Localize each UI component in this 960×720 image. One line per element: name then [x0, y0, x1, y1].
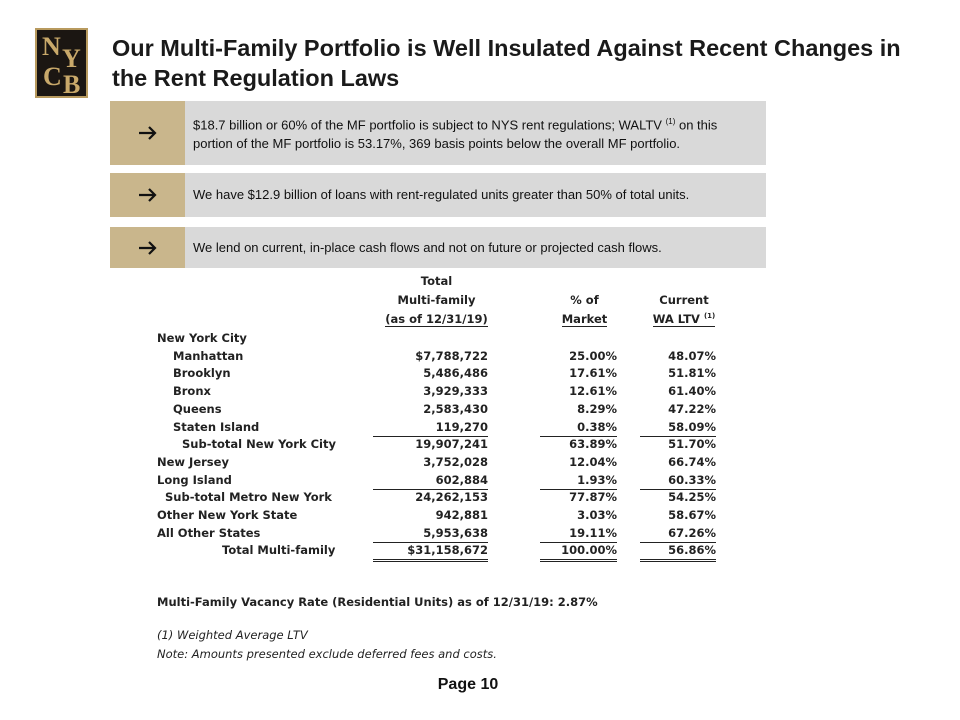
cell: 47.22%	[668, 401, 716, 416]
row-label: Sub-total Metro New York	[165, 490, 332, 505]
cell: 1.93%	[540, 473, 617, 490]
bullet-text: on this portion of the MF portfolio is 5…	[193, 117, 718, 151]
column-header: % of	[540, 293, 629, 307]
row-label: Sub-total New York City	[182, 437, 336, 452]
cell: 51.70%	[668, 437, 716, 452]
bullet-text: $18.7 billion or 60% of the MF portfolio…	[193, 117, 662, 133]
cell: 67.26%	[640, 526, 716, 543]
column-header: Market	[561, 312, 608, 327]
bullet-box: We lend on current, in-place cash flows …	[185, 227, 766, 268]
row-label: Brooklyn	[173, 366, 231, 381]
cell: 3,929,333	[423, 384, 488, 399]
column-header: Current	[659, 293, 709, 307]
column-header: Multi-family	[373, 293, 500, 307]
bullet-box: We have $12.9 billion of loans with rent…	[185, 173, 766, 217]
logo-letter: N	[42, 32, 61, 61]
cell: 8.29%	[577, 401, 617, 416]
column-header: WA LTV (1)	[640, 312, 728, 327]
cell: 19.11%	[540, 526, 617, 543]
row-label: Queens	[173, 401, 222, 416]
row-label: Bronx	[173, 384, 211, 399]
page-number: Page 10	[437, 676, 499, 693]
cell: 63.89%	[569, 437, 617, 452]
column-header: Total	[373, 274, 500, 288]
bullet-text: We have $12.9 billion of loans with rent…	[193, 186, 753, 204]
arrow-box	[110, 227, 185, 268]
column-header: Multi-family	[397, 293, 476, 307]
cell: 24,262,153	[415, 490, 488, 505]
cell: 119,270	[373, 420, 488, 437]
row-label: Staten Island	[173, 419, 260, 434]
bullet-text: We lend on current, in-place cash flows …	[193, 239, 662, 255]
cell: 12.04%	[569, 454, 617, 469]
cell: 58.67%	[668, 508, 716, 522]
footnote-ref: (1)	[665, 117, 676, 127]
cell: 12.61%	[569, 384, 617, 399]
cell: 17.61%	[569, 366, 617, 381]
column-header: Current	[640, 293, 728, 307]
cell: 602,884	[373, 473, 488, 490]
footnote-ref: (1)	[703, 312, 716, 321]
cell: 51.81%	[668, 366, 716, 381]
cell: 942,881	[435, 508, 488, 522]
bullet-box: $18.7 billion or 60% of the MF portfolio…	[185, 101, 766, 165]
cell: $31,158,672	[373, 543, 488, 563]
cell: 100.00%	[540, 543, 617, 563]
cell: 5,486,486	[423, 366, 488, 381]
cell: 3,752,028	[423, 454, 488, 469]
column-header: % of	[570, 293, 599, 307]
cell: 77.87%	[569, 490, 617, 505]
arrow-box	[110, 173, 185, 217]
row-label: Total Multi-family	[222, 543, 336, 558]
cell: 5,953,638	[373, 526, 488, 543]
cell: 58.09%	[640, 420, 716, 437]
logo-letter: B	[63, 70, 81, 99]
row-label: New Jersey	[157, 454, 229, 469]
cell: 19,907,241	[415, 437, 488, 452]
arrow-box	[110, 101, 185, 165]
row-label: New York City	[157, 331, 247, 345]
column-header: Total	[420, 274, 453, 288]
column-header: (as of 12/31/19)	[373, 312, 500, 327]
footnote: (1) Weighted Average LTV	[157, 628, 308, 642]
bullet-text: $18.7 billion or 60% of the MF portfolio…	[193, 113, 753, 152]
logo-letter: Y	[62, 44, 81, 73]
row-label: All Other States	[157, 525, 261, 540]
cell: $7,788,722	[415, 348, 488, 363]
column-header: (as of 12/31/19)	[385, 312, 488, 327]
cell: 3.03%	[577, 508, 617, 522]
cell: 61.40%	[668, 384, 716, 399]
vacancy-rate: Multi-Family Vacancy Rate (Residential U…	[157, 595, 598, 609]
cell: 66.74%	[668, 454, 716, 469]
title: Our Multi-Family Portfolio is Well Insul…	[112, 35, 901, 91]
cell: 56.86%	[640, 543, 716, 563]
cell: 60.33%	[640, 473, 716, 490]
row-label: Other New York State	[157, 508, 298, 522]
bullet-text: We lend on current, in-place cash flows …	[193, 239, 753, 257]
bullet-text: We have $12.9 billion of loans with rent…	[193, 187, 690, 202]
cell: 25.00%	[569, 348, 617, 363]
cell: 0.38%	[540, 420, 617, 437]
row-label: Long Island	[157, 472, 232, 487]
column-header: Market	[540, 312, 629, 327]
column-header: WA LTV (1)	[652, 312, 716, 327]
logo-letter: C	[43, 62, 62, 91]
cell: 54.25%	[668, 490, 716, 505]
cell: 2,583,430	[423, 401, 488, 416]
row-label: Manhattan	[173, 348, 244, 363]
footnote: Note: Amounts presented exclude deferred…	[157, 647, 497, 661]
cell: 48.07%	[668, 348, 716, 363]
